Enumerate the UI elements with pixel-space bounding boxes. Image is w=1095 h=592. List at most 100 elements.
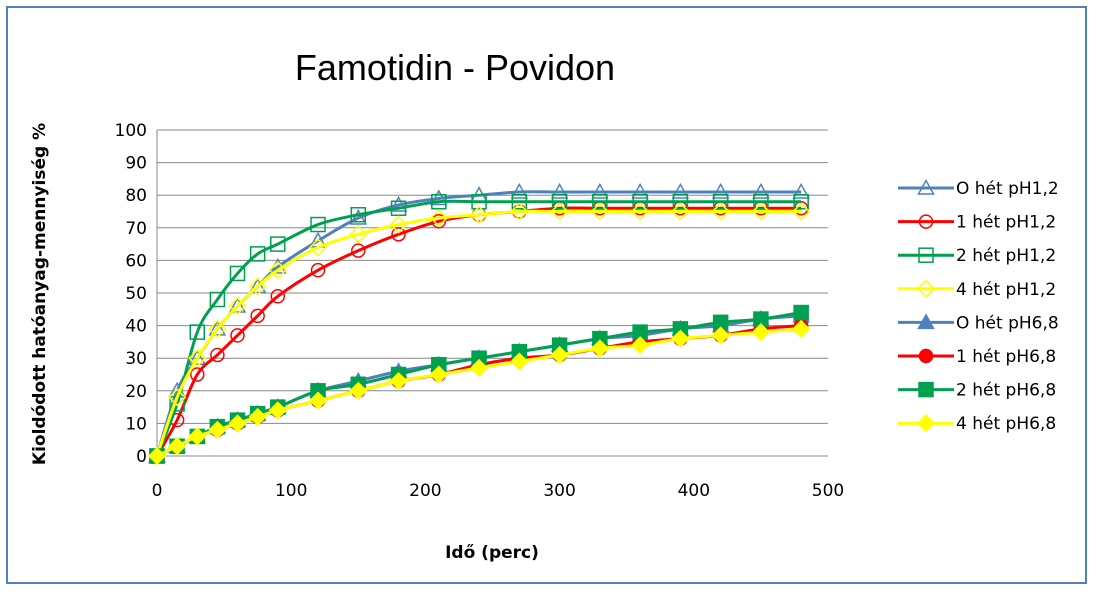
data-point	[208, 420, 227, 439]
data-point	[470, 205, 489, 224]
data-point	[228, 296, 247, 313]
series-8	[147, 319, 811, 466]
data-point	[248, 277, 267, 296]
tick-labels: 0 10 20 30 40 50 60 70 80 90 100 0 100 200 300 400 500	[115, 121, 845, 501]
data-point	[210, 347, 225, 363]
y-tick-label: 60	[125, 251, 147, 271]
series-3	[149, 193, 809, 464]
data-point	[751, 202, 770, 221]
data-point	[471, 193, 487, 210]
series-line	[156, 327, 802, 458]
data-point	[350, 207, 367, 223]
data-point	[631, 182, 649, 199]
y-tick-label: 20	[125, 382, 147, 402]
data-point	[230, 328, 245, 343]
legend-label: 1 hét pH1,2	[956, 213, 1056, 233]
data-point	[351, 243, 366, 258]
legend-label: 2 hét pH1,2	[956, 246, 1056, 266]
data-point	[550, 202, 569, 221]
y-tick-label: 100	[115, 121, 147, 141]
data-point	[308, 391, 328, 410]
data-point	[591, 182, 609, 199]
data-point	[671, 329, 690, 348]
legend-marker	[918, 214, 934, 229]
data-point	[470, 358, 489, 378]
x-tick-label: 0	[152, 481, 163, 501]
x-tick-label: 100	[275, 481, 307, 501]
legend-entry: 4 hét pH1,2	[898, 279, 1056, 300]
data-point	[310, 262, 326, 278]
data-point	[168, 437, 187, 456]
x-tick-label: 200	[409, 481, 441, 501]
data-point	[431, 193, 447, 210]
legend-marker	[917, 313, 935, 330]
legend-label: 1 hét pH6,8	[956, 347, 1056, 367]
y-tick-label: 80	[125, 186, 147, 206]
data-point	[792, 202, 811, 221]
legend-marker	[916, 279, 936, 298]
data-point	[391, 227, 406, 242]
data-point	[711, 326, 730, 345]
data-point	[510, 352, 529, 371]
x-tick-label: 400	[678, 481, 710, 501]
data-point	[431, 214, 447, 229]
grid-lines	[157, 129, 828, 424]
data-point	[270, 236, 286, 252]
data-point	[631, 202, 650, 221]
data-point	[429, 208, 448, 228]
data-point	[631, 336, 650, 355]
legend-marker	[918, 247, 934, 263]
legend-entry: 2 hét pH6,8	[898, 381, 1056, 401]
x-tick-label: 500	[812, 481, 844, 501]
series-lines	[147, 182, 811, 466]
data-point	[712, 193, 729, 210]
data-point	[430, 189, 448, 206]
data-point	[792, 182, 810, 199]
data-point	[168, 388, 187, 407]
legend-label: 4 hét pH6,8	[956, 414, 1056, 434]
legend: O hét pH1,2 1 hét pH1,2 2 hét pH1,2 4 hét p…	[898, 178, 1059, 434]
data-point	[389, 195, 408, 212]
data-point	[751, 323, 770, 342]
y-axis-label: Kioldódott hatóanyag-mennyiség %	[30, 123, 50, 465]
data-point	[349, 225, 368, 244]
data-point	[249, 246, 266, 262]
y-tick-label: 0	[136, 447, 147, 467]
series-4	[147, 202, 811, 466]
legend-entry: 2 hét pH1,2	[898, 246, 1056, 266]
legend-entry: 1 hét pH1,2	[898, 213, 1056, 233]
data-point	[389, 371, 408, 391]
data-point	[550, 182, 569, 199]
y-tick-label: 90	[125, 154, 147, 174]
series-line	[155, 209, 802, 457]
data-point	[349, 208, 368, 225]
line-chart: Famotidin - Povidon 0 10 20 30 40 50 60 70 80 90 1…	[30, 47, 1059, 563]
data-point	[550, 345, 569, 365]
data-point	[248, 277, 267, 294]
y-tick-label: 10	[125, 414, 147, 434]
data-point	[511, 193, 528, 210]
y-tick-label: 30	[125, 349, 147, 369]
data-point	[208, 319, 227, 338]
data-point	[310, 216, 326, 233]
axes	[156, 130, 828, 457]
data-point	[248, 407, 267, 426]
chart-frame: Famotidin - Povidon 0 10 20 30 40 50 60 70 80 90 1…	[6, 6, 1087, 584]
series-line	[156, 311, 802, 458]
legend-marker	[916, 414, 936, 433]
data-point	[188, 349, 207, 365]
legend-entry: 4 hét pH6,8	[898, 414, 1056, 434]
data-point	[189, 324, 206, 340]
data-point	[632, 193, 648, 210]
data-point	[208, 319, 227, 336]
legend-marker	[917, 178, 935, 195]
legend-marker	[918, 381, 934, 398]
data-point	[510, 182, 529, 199]
legend-label: 2 hét pH6,8	[956, 381, 1056, 401]
data-point	[711, 182, 730, 199]
data-point	[270, 289, 286, 304]
data-point	[188, 349, 207, 368]
data-point	[792, 319, 811, 338]
data-point	[793, 193, 809, 210]
series-5	[148, 306, 810, 463]
